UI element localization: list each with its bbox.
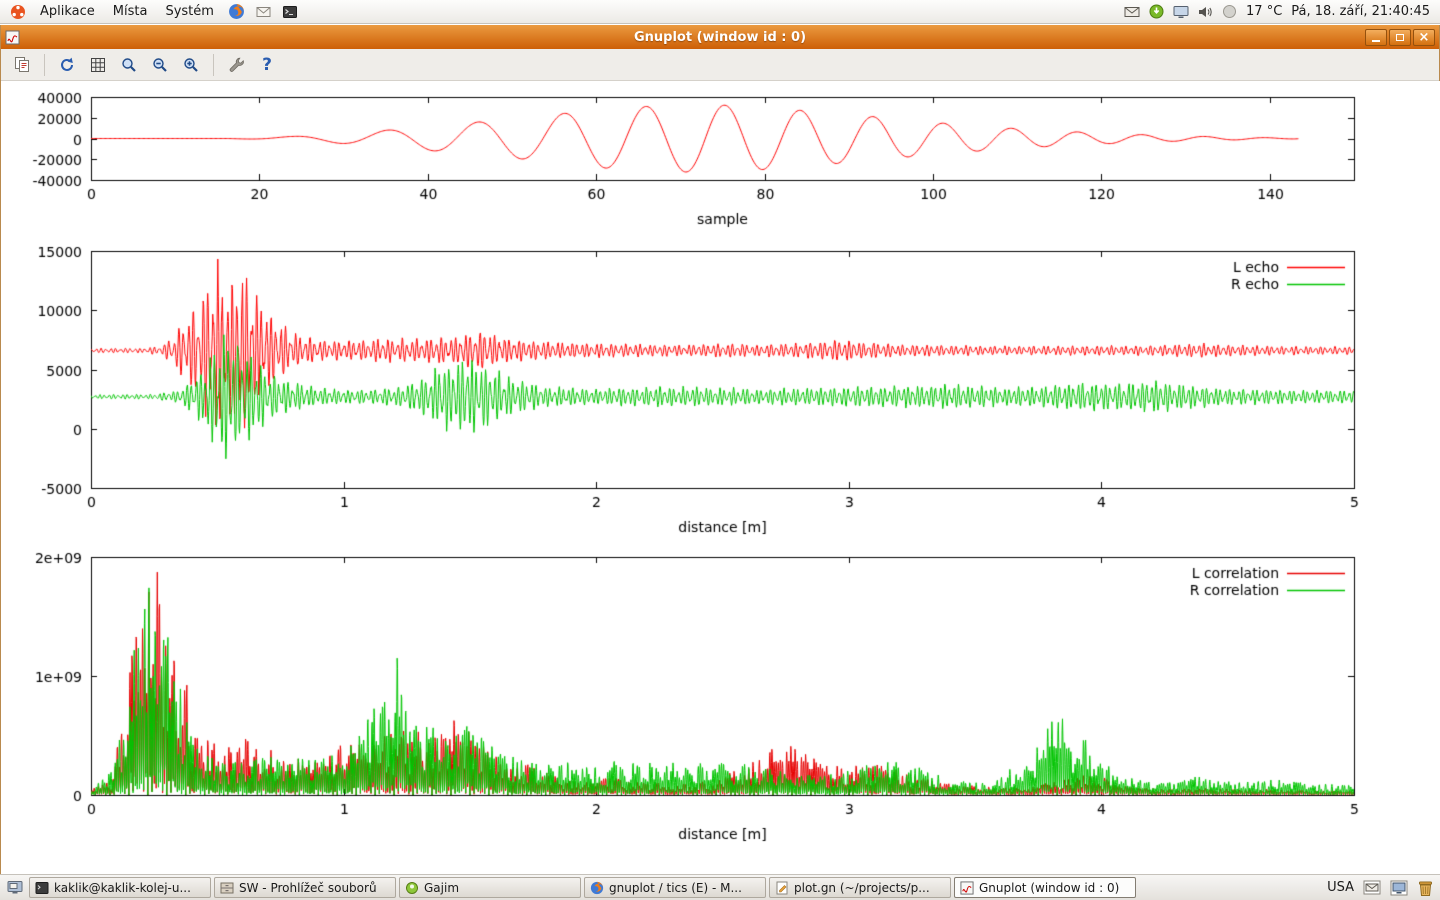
weather-icon[interactable] <box>1222 4 1237 19</box>
file-manager-icon <box>220 881 234 895</box>
mail-notification-icon[interactable] <box>1124 5 1140 19</box>
zoom-previous-button[interactable] <box>116 52 142 78</box>
replot-button[interactable] <box>54 52 80 78</box>
minimize-icon <box>1372 40 1380 42</box>
distribution-logo-icon[interactable] <box>6 4 30 20</box>
gnuplot-window-icon <box>5 30 20 45</box>
terminal-icon <box>35 881 49 895</box>
taskbar-item-label: gnuplot / tics (E) - M... <box>609 880 742 895</box>
menu-applications[interactable]: Aplikace <box>40 4 95 19</box>
minimize-button[interactable] <box>1365 28 1387 46</box>
help-button[interactable]: ? <box>254 52 280 78</box>
taskbar-item-firefox[interactable]: gnuplot / tics (E) - M... <box>584 877 766 898</box>
taskbar-item-label: Gajim <box>424 880 460 895</box>
configure-button[interactable] <box>223 52 249 78</box>
taskbar-item-file-manager[interactable]: SW - Prohlížeč souborů <box>214 877 396 898</box>
chirp-plot-canvas[interactable] <box>1 84 1440 234</box>
gajim-icon <box>405 881 419 895</box>
top-panel: Aplikace Místa Systém 17 °C Pá, 18. září… <box>0 0 1440 24</box>
firefox-launcher-icon[interactable] <box>224 3 249 20</box>
firefox-icon <box>590 881 604 895</box>
bottom-panel: kaklik@kaklik-kolej-u... SW - Prohlížeč … <box>0 874 1440 900</box>
gnuplot-icon <box>960 880 974 895</box>
maximize-icon <box>1396 33 1404 41</box>
mail-tray-icon[interactable] <box>1363 880 1381 895</box>
maximize-button[interactable] <box>1389 28 1411 46</box>
zoom-out-button[interactable] <box>147 52 173 78</box>
software-update-icon[interactable] <box>1149 4 1164 19</box>
volume-icon[interactable] <box>1198 5 1213 19</box>
plot-area <box>1 81 1440 874</box>
taskbar-item-label: kaklik@kaklik-kolej-u... <box>54 880 191 895</box>
keyboard-layout-indicator[interactable]: USA <box>1327 880 1354 895</box>
zoom-in-button[interactable] <box>178 52 204 78</box>
correlation-plot-canvas[interactable] <box>1 544 1440 849</box>
copy-to-clipboard-button[interactable] <box>9 52 35 78</box>
taskbar-item-gnuplot[interactable]: Gnuplot (window id : 0) <box>954 877 1136 898</box>
close-button[interactable]: × <box>1413 28 1435 46</box>
taskbar-item-terminal[interactable]: kaklik@kaklik-kolej-u... <box>29 877 211 898</box>
taskbar-item-editor[interactable]: plot.gn (~/projects/p... <box>769 877 951 898</box>
window-titlebar[interactable]: Gnuplot (window id : 0) × <box>1 25 1439 49</box>
show-desktop-icon[interactable] <box>4 880 26 895</box>
taskbar-item-label: plot.gn (~/projects/p... <box>794 880 930 895</box>
window-title: Gnuplot (window id : 0) <box>633 29 807 45</box>
menu-places[interactable]: Místa <box>112 4 148 19</box>
help-icon: ? <box>262 54 272 75</box>
terminal-launcher-icon[interactable] <box>278 4 302 20</box>
text-editor-icon <box>775 881 789 895</box>
taskbar-item-label: SW - Prohlížeč souborů <box>239 880 377 895</box>
toggle-grid-button[interactable] <box>85 52 111 78</box>
taskbar-item-gajim[interactable]: Gajim <box>399 877 581 898</box>
menu-system[interactable]: Systém <box>165 4 214 19</box>
display-tray-icon[interactable] <box>1390 880 1408 896</box>
echo-plot-canvas[interactable] <box>1 238 1440 543</box>
toolbar-separator <box>44 53 45 76</box>
gnuplot-toolbar: ? <box>1 49 1439 81</box>
gnuplot-window: Gnuplot (window id : 0) × <box>0 25 1440 874</box>
close-icon: × <box>1418 29 1430 45</box>
clock[interactable]: Pá, 18. září, 21:40:45 <box>1291 4 1430 19</box>
temperature-indicator: 17 °C <box>1246 4 1283 19</box>
mail-launcher-icon[interactable] <box>251 4 276 20</box>
toolbar-separator <box>213 53 214 76</box>
trash-icon[interactable] <box>1417 879 1434 897</box>
remote-display-icon[interactable] <box>1173 5 1189 19</box>
taskbar-item-label: Gnuplot (window id : 0) <box>979 880 1120 895</box>
